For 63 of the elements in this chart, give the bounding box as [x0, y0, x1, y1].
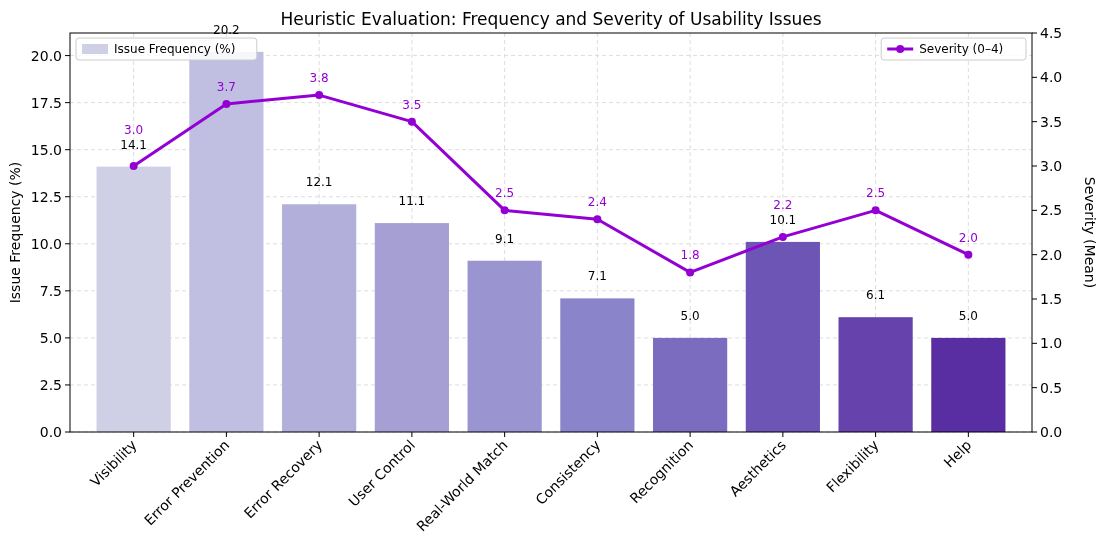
point [500, 206, 509, 215]
data-label: 6.1 [866, 288, 886, 303]
y-tick-label: 5.0 [39, 329, 62, 346]
data-label: 7.1 [587, 269, 607, 284]
data-label: 12.1 [305, 175, 333, 190]
point [222, 99, 231, 108]
y2-tick-label: 2.5 [1040, 202, 1063, 219]
y-axis-title: Issue Frequency (%) [7, 161, 23, 304]
data-label: 11.1 [398, 194, 426, 209]
point [686, 268, 695, 277]
y2-tick-label: 2.0 [1040, 246, 1063, 263]
bar [282, 204, 357, 432]
data-label: 3.8 [309, 71, 329, 86]
data-label: 3.0 [124, 122, 144, 137]
data-label: 5.0 [958, 308, 978, 323]
data-label: 14.1 [120, 137, 148, 152]
point [129, 162, 138, 170]
y2-tick-label: 4.5 [1040, 25, 1063, 41]
y2-tick-label: 4.0 [1040, 69, 1063, 86]
bar [96, 166, 171, 432]
point [964, 250, 973, 259]
y2-tick-label: 1.0 [1040, 335, 1063, 352]
y2-tick-label: 3.5 [1040, 113, 1063, 130]
bar [374, 223, 449, 432]
bar [653, 337, 728, 432]
point [407, 117, 416, 126]
y-tick-label: 12.5 [30, 188, 62, 205]
bar [931, 337, 1006, 432]
data-label: 2.2 [773, 197, 793, 212]
y-tick-label: 10.0 [30, 235, 62, 252]
bar [560, 298, 635, 432]
point [315, 91, 324, 100]
data-label: 9.1 [495, 231, 515, 246]
y2-tick-label: 3.0 [1040, 158, 1063, 174]
data-label: 2.0 [958, 230, 978, 245]
y-tick-label: 2.5 [39, 376, 62, 393]
bar [838, 317, 913, 432]
data-label: 1.8 [680, 248, 700, 263]
y-tick-label: 15.0 [30, 141, 62, 158]
data-label: 5.0 [680, 308, 700, 323]
point [593, 215, 602, 224]
legend-label: Severity (0–4) [919, 42, 1004, 56]
chart-title: Heuristic Evaluation: Frequency and Severity of Usability Issues [280, 9, 822, 29]
data-label: 3.5 [402, 97, 422, 112]
y2-tick-label: 1.5 [1040, 291, 1063, 307]
data-label: 2.5 [495, 186, 515, 201]
data-label: 3.7 [216, 79, 236, 94]
y-tick-label: 0.0 [39, 424, 62, 440]
data-label: 2.5 [866, 186, 886, 201]
y-tick-label: 7.5 [39, 282, 62, 299]
y-tick-label: 20.0 [30, 47, 62, 64]
data-label: 20.2 [213, 22, 240, 37]
data-label: 10.1 [769, 212, 797, 227]
bar [467, 260, 542, 432]
y2-tick-label: 0.5 [1040, 379, 1063, 396]
point [871, 206, 880, 215]
point [778, 232, 787, 241]
y-tick-label: 17.5 [30, 94, 62, 111]
y2-axis-title: Severity (Mean) [1082, 176, 1098, 289]
data-label: 2.4 [587, 195, 607, 210]
legend-label: Issue Frequency (%) [114, 42, 236, 56]
y2-tick-label: 0.0 [1040, 424, 1063, 440]
bar [745, 241, 820, 432]
